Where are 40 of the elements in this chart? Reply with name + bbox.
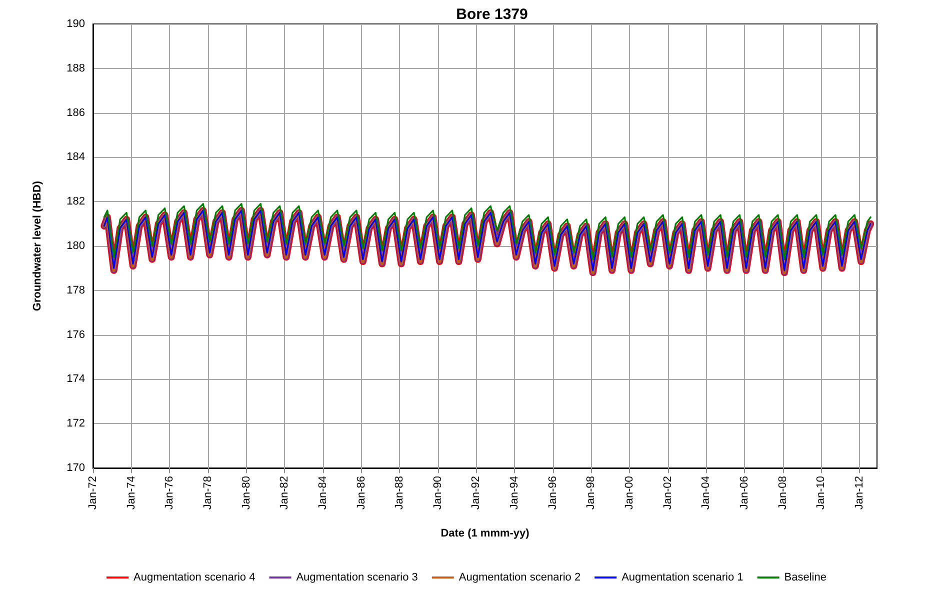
x-tick-label: Jan-12 [853,476,866,510]
x-tick-label: Jan-78 [202,476,214,510]
x-tick-label: Jan-86 [355,476,368,510]
legend-label: Augmentation scenario 4 [134,572,256,584]
x-tick-label: Jan-94 [508,476,521,510]
y-tick-label: 180 [66,240,85,252]
x-tick-label: Jan-82 [278,476,291,510]
y-tick-label: 190 [66,18,85,30]
x-tick-label: Jan-72 [87,476,99,510]
y-tick-label: 184 [66,151,85,164]
x-tick-label: Jan-88 [394,476,406,510]
x-tick-label: Jan-00 [624,476,636,510]
y-tick-label: 182 [66,196,85,208]
y-tick-label: 178 [66,284,85,296]
y-axis-title: Groundwater level (HBD) [32,180,44,312]
x-tick-label: Jan-90 [432,476,444,510]
x-tick-label: Jan-10 [815,476,828,510]
y-tick-label: 186 [66,106,85,119]
x-tick-label: Jan-04 [700,476,712,510]
x-tick-label: Jan-74 [125,476,138,510]
x-tick-label: Jan-96 [546,476,559,510]
x-tick-label: Jan-92 [470,476,482,510]
x-axis-title: Date (1 mmm-yy) [440,528,530,540]
y-tick-label: 170 [66,462,85,474]
x-tick-label: Jan-76 [164,476,176,510]
y-tick-label: 174 [66,373,85,386]
x-tick-label: Jan-06 [738,476,750,510]
legend-label: Augmentation scenario 2 [458,572,581,584]
x-tick-label: Jan-08 [776,476,789,510]
legend-label: Augmentation scenario 1 [622,572,744,584]
x-tick-label: Jan-84 [316,476,329,510]
y-tick-label: 172 [66,418,85,430]
x-tick-label: Jan-98 [585,476,598,510]
chart-title: Bore 1379 [456,6,528,23]
legend-label: Augmentation scenario 3 [296,572,418,584]
y-tick-label: 176 [66,328,85,341]
y-tick-label: 188 [66,62,85,74]
x-tick-label: Jan-02 [662,476,674,510]
legend-label: Baseline [784,572,826,584]
x-tick-label: Jan-80 [240,476,252,510]
